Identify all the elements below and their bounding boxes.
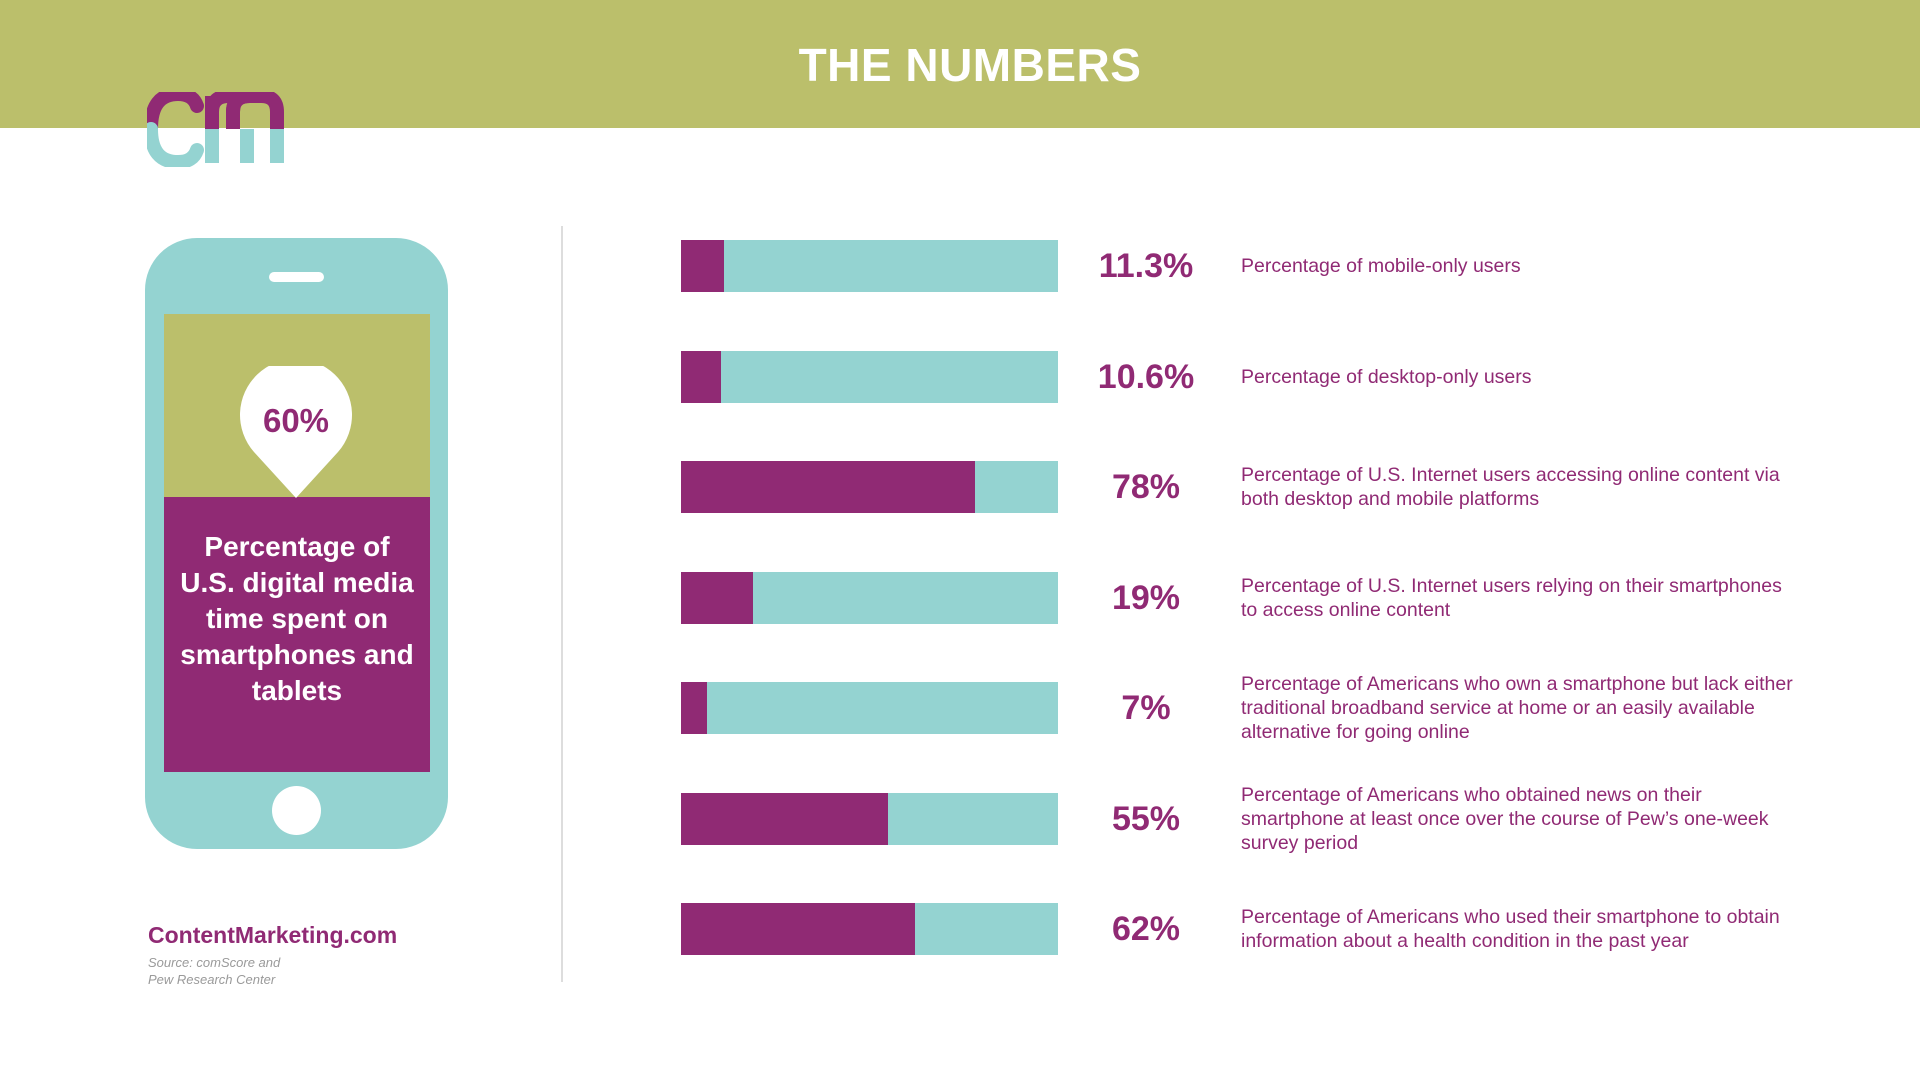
location-pin-icon: 60% bbox=[240, 358, 352, 498]
bar-value-label: 10.6% bbox=[1097, 357, 1195, 396]
bar-description: Percentage of Americans who own a smartp… bbox=[1241, 673, 1793, 743]
phone-home-button bbox=[272, 786, 321, 835]
bar-track bbox=[681, 461, 1058, 513]
divider bbox=[561, 226, 563, 982]
bar-fill bbox=[681, 240, 724, 292]
phone-stat-description: Percentage of U.S. digital media time sp… bbox=[180, 531, 414, 706]
bar-track bbox=[681, 350, 1058, 403]
bar-track bbox=[681, 571, 1058, 624]
page-title: THE NUMBERS bbox=[798, 39, 1142, 91]
brand-name: ContentMarketing.com bbox=[148, 922, 398, 948]
source-line-2: Pew Research Center bbox=[148, 972, 276, 987]
bar-value-label: 19% bbox=[1111, 578, 1181, 617]
bar-fill bbox=[681, 571, 753, 624]
bar-description: Percentage of mobile-only users bbox=[1241, 255, 1521, 277]
bar-description: Percentage of Americans who used their s… bbox=[1241, 906, 1780, 952]
bar-track bbox=[681, 903, 1058, 955]
bar-fill bbox=[681, 461, 976, 513]
bar-track bbox=[681, 682, 1058, 734]
bar-track bbox=[681, 240, 1058, 292]
bar-description: Percentage of U.S. Internet users relyin… bbox=[1241, 574, 1782, 621]
header-banner: THE NUMBERS bbox=[0, 0, 1920, 128]
bar-description: Percentage of Americans who obtained new… bbox=[1241, 783, 1769, 854]
phone-screen-bottom: Percentage of U.S. digital media time sp… bbox=[164, 497, 430, 772]
phone-stat-value: 60% bbox=[262, 402, 330, 439]
bar-value-label: 62% bbox=[1111, 910, 1181, 948]
bar-fill bbox=[681, 350, 721, 403]
bar-fill bbox=[681, 903, 915, 955]
bar-fill bbox=[681, 682, 708, 734]
cm-logo bbox=[147, 92, 284, 167]
bar-fill bbox=[681, 792, 889, 845]
phone-speaker bbox=[269, 272, 324, 282]
bar-value-label: 78% bbox=[1111, 468, 1181, 506]
bar-description: Percentage of desktop-only users bbox=[1241, 365, 1532, 388]
bar-track bbox=[681, 792, 1058, 845]
bar-value-label: 11.3% bbox=[1098, 247, 1194, 285]
bar-value-label: 55% bbox=[1111, 799, 1181, 838]
bar-value-label: 7% bbox=[1121, 689, 1171, 727]
bar-description: Percentage of U.S. Internet users access… bbox=[1241, 464, 1780, 510]
source-line-1: Source: comScore and bbox=[148, 955, 281, 970]
source-note: Source: comScore and Pew Research Center bbox=[148, 954, 348, 988]
smartphone-illustration: Percentage of U.S. digital media time sp… bbox=[145, 238, 448, 849]
